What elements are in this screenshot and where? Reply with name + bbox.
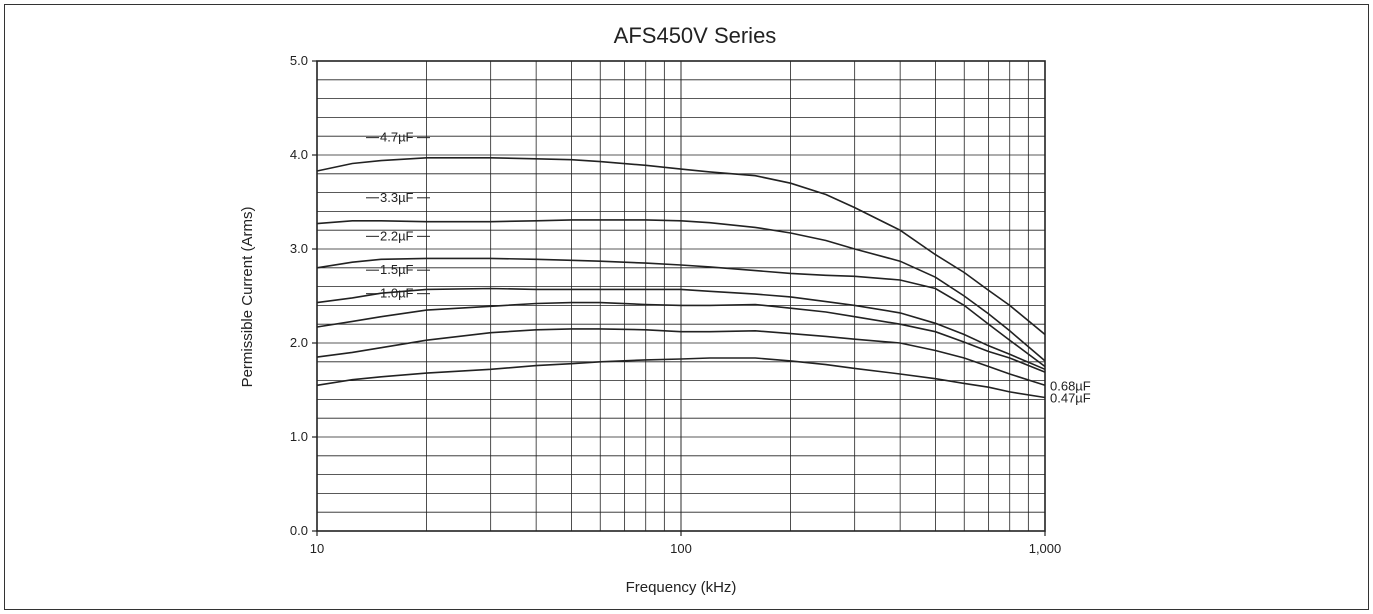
chart-title: AFS450V Series: [614, 23, 777, 48]
series-label: 3.3µF: [380, 190, 414, 205]
y-axis-label: Permissible Current (Arms): [239, 207, 256, 388]
y-tick-label: 0.0: [290, 523, 308, 538]
y-tick-label: 3.0: [290, 241, 308, 256]
x-tick-label: 1,000: [1029, 541, 1062, 556]
series-label: 4.7µF: [380, 130, 414, 145]
x-tick-label: 100: [670, 541, 692, 556]
x-axis-label: Frequency (kHz): [626, 579, 737, 596]
series-line: [316, 301, 1046, 373]
axis-ticks: 0.0 1.0 2.0 3.0 4.0 5.0 10 100 1,000: [290, 53, 1061, 556]
chart-frame: [4, 4, 1369, 610]
series-line: [316, 257, 1046, 368]
plot-grid: [316, 60, 1046, 532]
series-label: 2.2µF: [380, 228, 414, 243]
series-line: [316, 357, 1046, 399]
series-label: 0.68µF: [1050, 378, 1091, 393]
series-label: 0.47µF: [1050, 391, 1091, 406]
series-line: [316, 157, 1046, 336]
series-label: 1.5µF: [380, 262, 414, 277]
y-tick-label: 2.0: [290, 335, 308, 350]
y-tick-label: 1.0: [290, 429, 308, 444]
series-line: [316, 328, 1046, 387]
y-tick-label: 4.0: [290, 147, 308, 162]
x-tick-label: 10: [310, 541, 324, 556]
y-tick-label: 5.0: [290, 53, 308, 68]
series-line: [316, 219, 1046, 362]
series-lines: [316, 157, 1046, 399]
series-line: [316, 287, 1046, 371]
series-label: 1.0µF: [380, 286, 414, 301]
